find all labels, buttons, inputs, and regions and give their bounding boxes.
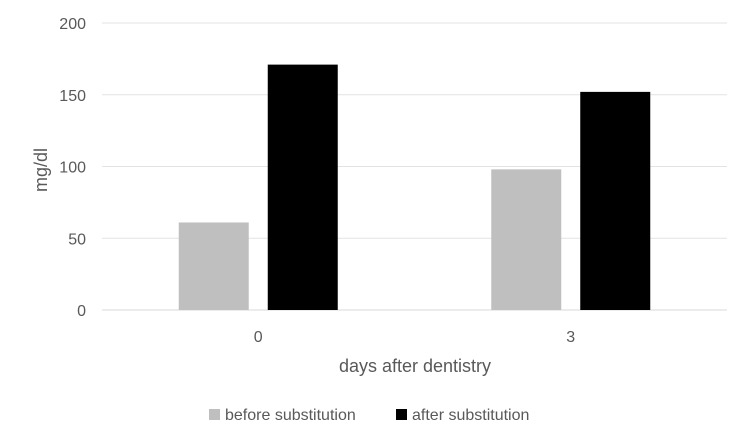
y-tick-label: 150: [59, 88, 86, 105]
bar-before-substitution-3: [491, 169, 562, 310]
y-tick-label: 0: [77, 303, 86, 320]
bar-before-substitution-0: [178, 222, 249, 310]
y-tick-label: 50: [68, 231, 86, 248]
x-tick-label: 0: [254, 329, 263, 346]
y-tick-label: 200: [59, 16, 86, 33]
y-tick-label: 100: [59, 160, 86, 177]
legend-label: after substitution: [412, 407, 529, 424]
legend-swatch: [209, 409, 220, 420]
bar-after-substitution-0: [267, 64, 338, 311]
legend-label: before substitution: [225, 407, 356, 424]
y-axis-label: mg/dl: [31, 148, 51, 192]
x-axis-label: days after dentistry: [339, 356, 491, 376]
bar-after-substitution-3: [580, 91, 651, 310]
bars: [178, 64, 651, 311]
x-tick-label: 3: [566, 329, 575, 346]
y-tick-labels: 0 50 100 150 200: [59, 16, 86, 320]
legend: before substitution after substitution: [209, 407, 529, 424]
legend-swatch: [396, 409, 407, 420]
